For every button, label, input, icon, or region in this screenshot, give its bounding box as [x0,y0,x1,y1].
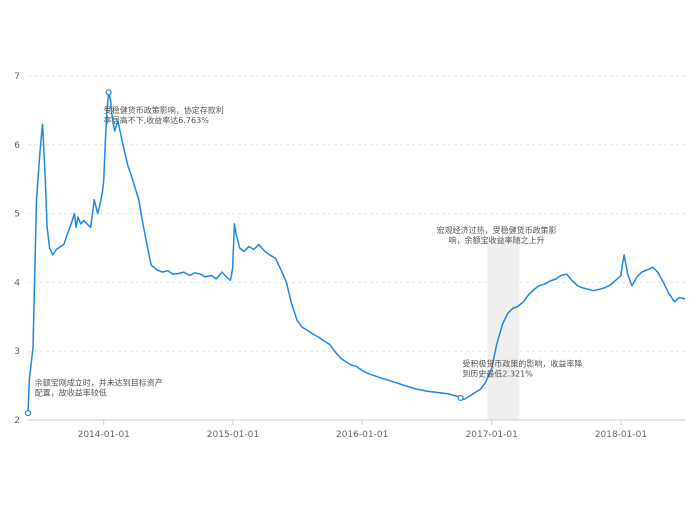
annotation-text: 受稳健货币政策影响，协定存款利率居高不下,收益率达6.763% [104,105,224,125]
annotation-line: 余额宝刚成立时，并未达到目标资产 [35,378,163,388]
annotation-line: 配置，故收益率较低 [35,388,107,398]
data-point-marker [457,394,464,402]
y-tick-label: 5 [14,210,20,220]
y-tick-label: 3 [14,347,20,357]
axis-layer: 2 3 4 5 6 7 2014-01-01 2015-01-01 2016-01-01 2017… [14,72,685,440]
annotation-line: 宏观经济过热，受稳健货币政策影 [437,225,557,235]
annotation-line: 受稳健货币政策影响，协定存款利 [104,105,224,115]
x-tick-label: 2018-01-01 [595,430,647,440]
shaded-region [487,238,520,420]
y-tick-label: 2 [14,416,20,426]
annotation-line: 响，余额宝收益率随之上升 [449,235,545,245]
x-tick-label: 2017-01-01 [466,430,518,440]
series-layer [27,91,686,414]
series-line [27,91,686,414]
x-tick-label: 2016-01-01 [336,430,388,440]
annotation-line: 率居高不下,收益率达6.763% [104,115,209,125]
y-tick-label: 6 [14,141,20,151]
annotation-text: 受积极货币政策的影响，收益率降到历史最低2.321% [462,358,582,378]
data-point-marker [105,89,112,96]
annotation-text: 余额宝刚成立时，并未达到目标资产配置，故收益率较低 [35,378,163,398]
y-tick-label: 7 [14,72,20,82]
annotation-text: 宏观经济过热，受稳健货币政策影响，余额宝收益率随之上升 [437,225,557,245]
shaded-region-layer [487,238,520,420]
marker-layer [24,89,464,417]
annotation-line: 到历史最低2.321% [462,368,533,378]
x-tick-label: 2015-01-01 [207,430,259,440]
x-tick-label: 2014-01-01 [78,430,130,440]
annotation-line: 受积极货币政策的影响，收益率降 [462,358,582,368]
y-tick-label: 4 [14,278,20,288]
data-point-marker [24,410,32,417]
grid-layer [28,75,685,352]
annotation-layer: 余额宝刚成立时，并未达到目标资产配置，故收益率较低 受稳健货币政策影响，协定存款利… [35,105,583,397]
